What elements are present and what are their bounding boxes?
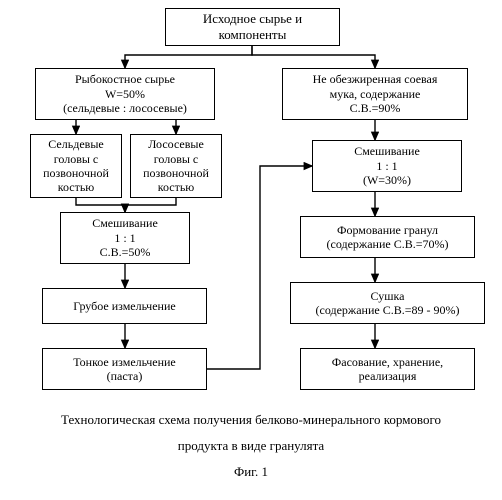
node-text-line: (паста) <box>107 369 143 383</box>
node-text-line: (сельдевые : лососевые) <box>63 101 187 115</box>
node-text-line: реализация <box>359 369 417 383</box>
node-fine-grinding: Тонкое измельчение(паста) <box>42 348 207 390</box>
node-packaging: Фасование, хранение,реализация <box>300 348 475 390</box>
node-text-line: Исходное сырье и <box>203 11 302 27</box>
node-text-line: С.В.=50% <box>100 245 151 259</box>
node-fishbone-raw: Рыбокостное сырьеW=50%(сельдевые : лосос… <box>35 68 215 120</box>
node-text-line: Фасование, хранение, <box>332 355 443 369</box>
figure-label: Фиг. 1 <box>0 464 502 480</box>
node-text-line: 1 : 1 <box>376 159 397 173</box>
node-coarse-grinding: Грубое измельчение <box>42 288 207 324</box>
node-text-line: позвоночной <box>43 166 109 180</box>
node-text-line: Тонкое измельчение <box>73 355 176 369</box>
node-text-line: Лососевые <box>148 137 204 151</box>
node-text-line: позвоночной <box>143 166 209 180</box>
node-text-line: костью <box>158 180 195 194</box>
node-text-line: Рыбокостное сырье <box>75 72 175 86</box>
node-text-line: (содержание С.В.=70%) <box>327 237 449 251</box>
node-text-line: Смешивание <box>354 144 420 158</box>
node-mixing-left: Смешивание1 : 1С.В.=50% <box>60 212 190 264</box>
node-salmon-heads: Лососевыеголовы спозвоночнойкостью <box>130 134 222 198</box>
node-soy-flour: Не обезжиренная соеваямука, содержаниеС.… <box>282 68 468 120</box>
node-granule-forming: Формование гранул(содержание С.В.=70%) <box>300 216 475 258</box>
node-text-line: компоненты <box>219 27 287 43</box>
node-herring-heads: Сельдевыеголовы спозвоночнойкостью <box>30 134 122 198</box>
node-source-materials: Исходное сырье икомпоненты <box>165 8 340 46</box>
node-text-line: Смешивание <box>92 216 158 230</box>
node-text-line: головы с <box>154 152 199 166</box>
caption-line1: Технологическая схема получения белково-… <box>0 412 502 428</box>
node-text-line: С.В.=90% <box>350 101 401 115</box>
node-text-line: (W=30%) <box>363 173 411 187</box>
caption-line2: продукта в виде гранулята <box>0 438 502 454</box>
node-text-line: Не обезжиренная соевая <box>313 72 438 86</box>
node-text-line: (содержание С.В.=89 - 90%) <box>316 303 460 317</box>
node-text-line: Сушка <box>371 289 405 303</box>
node-text-line: Грубое измельчение <box>73 299 175 313</box>
node-text-line: Сельдевые <box>48 137 103 151</box>
node-text-line: 1 : 1 <box>114 231 135 245</box>
node-mixing-right: Смешивание1 : 1(W=30%) <box>312 140 462 192</box>
node-text-line: Формование гранул <box>337 223 438 237</box>
node-text-line: головы с <box>54 152 99 166</box>
node-text-line: W=50% <box>105 87 145 101</box>
node-text-line: мука, содержание <box>330 87 421 101</box>
node-text-line: костью <box>58 180 95 194</box>
node-drying: Сушка(содержание С.В.=89 - 90%) <box>290 282 485 324</box>
